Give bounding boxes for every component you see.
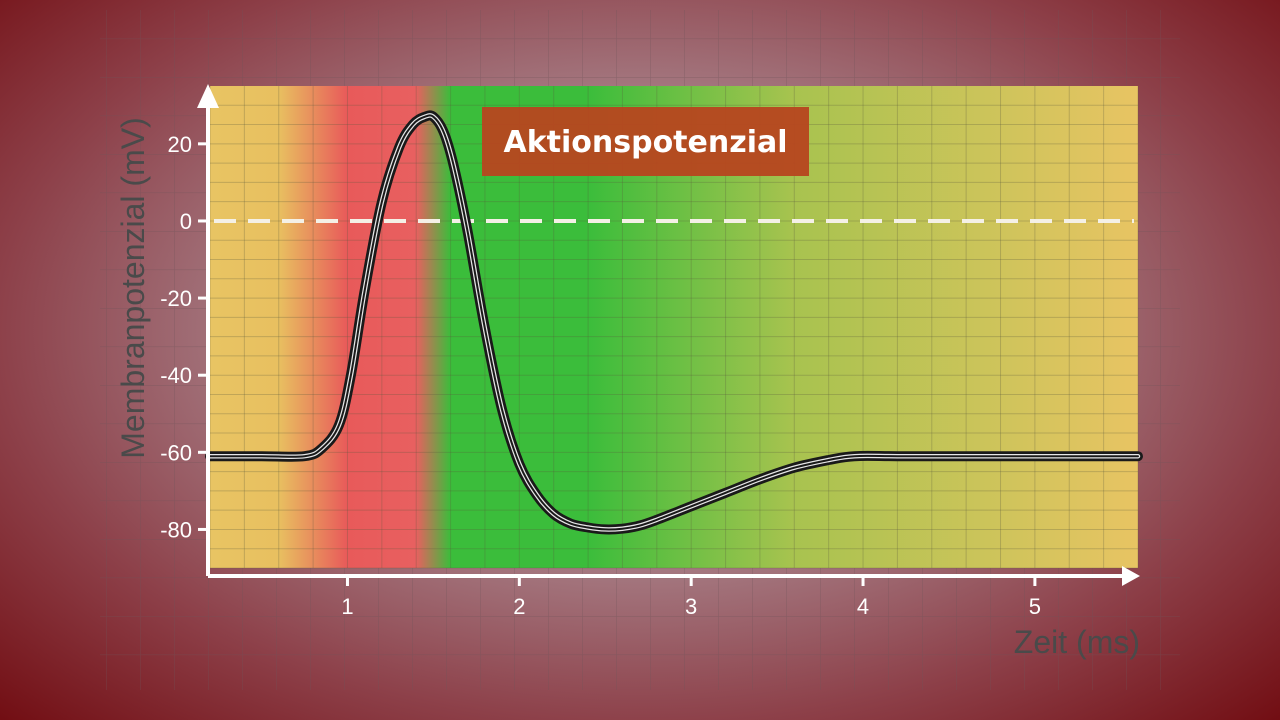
chart-title-background xyxy=(482,107,809,176)
y-axis-arrow xyxy=(197,84,219,108)
chart-title: Aktionspotenzial xyxy=(503,125,787,160)
chart-title-box: Aktionspotenzial xyxy=(482,107,809,176)
y-tick-label: 0 xyxy=(180,209,192,234)
y-tick-label: -20 xyxy=(160,286,192,311)
x-tick-label: 4 xyxy=(857,594,869,619)
y-tick-label: -80 xyxy=(160,517,192,542)
x-tick-label: 5 xyxy=(1029,594,1041,619)
y-tick-label: -60 xyxy=(160,440,192,465)
y-tick-label: 20 xyxy=(168,132,192,157)
x-axis-ticks: 1 2 3 4 5 xyxy=(341,576,1041,619)
x-tick-label: 2 xyxy=(513,594,525,619)
x-tick-label: 3 xyxy=(685,594,697,619)
y-axis-title: Membranpotenzial (mV) xyxy=(115,117,151,458)
plot-grid xyxy=(209,86,1139,569)
x-tick-label: 1 xyxy=(341,594,353,619)
x-axis-arrow xyxy=(1122,566,1140,586)
axes xyxy=(197,84,1140,586)
membrane-potential-series xyxy=(209,114,1139,531)
y-axis-ticks: 20 0 -20 -40 -60 -80 xyxy=(160,132,208,542)
x-axis-title: Zeit (ms) xyxy=(1014,624,1140,660)
y-tick-label: -40 xyxy=(160,363,192,388)
